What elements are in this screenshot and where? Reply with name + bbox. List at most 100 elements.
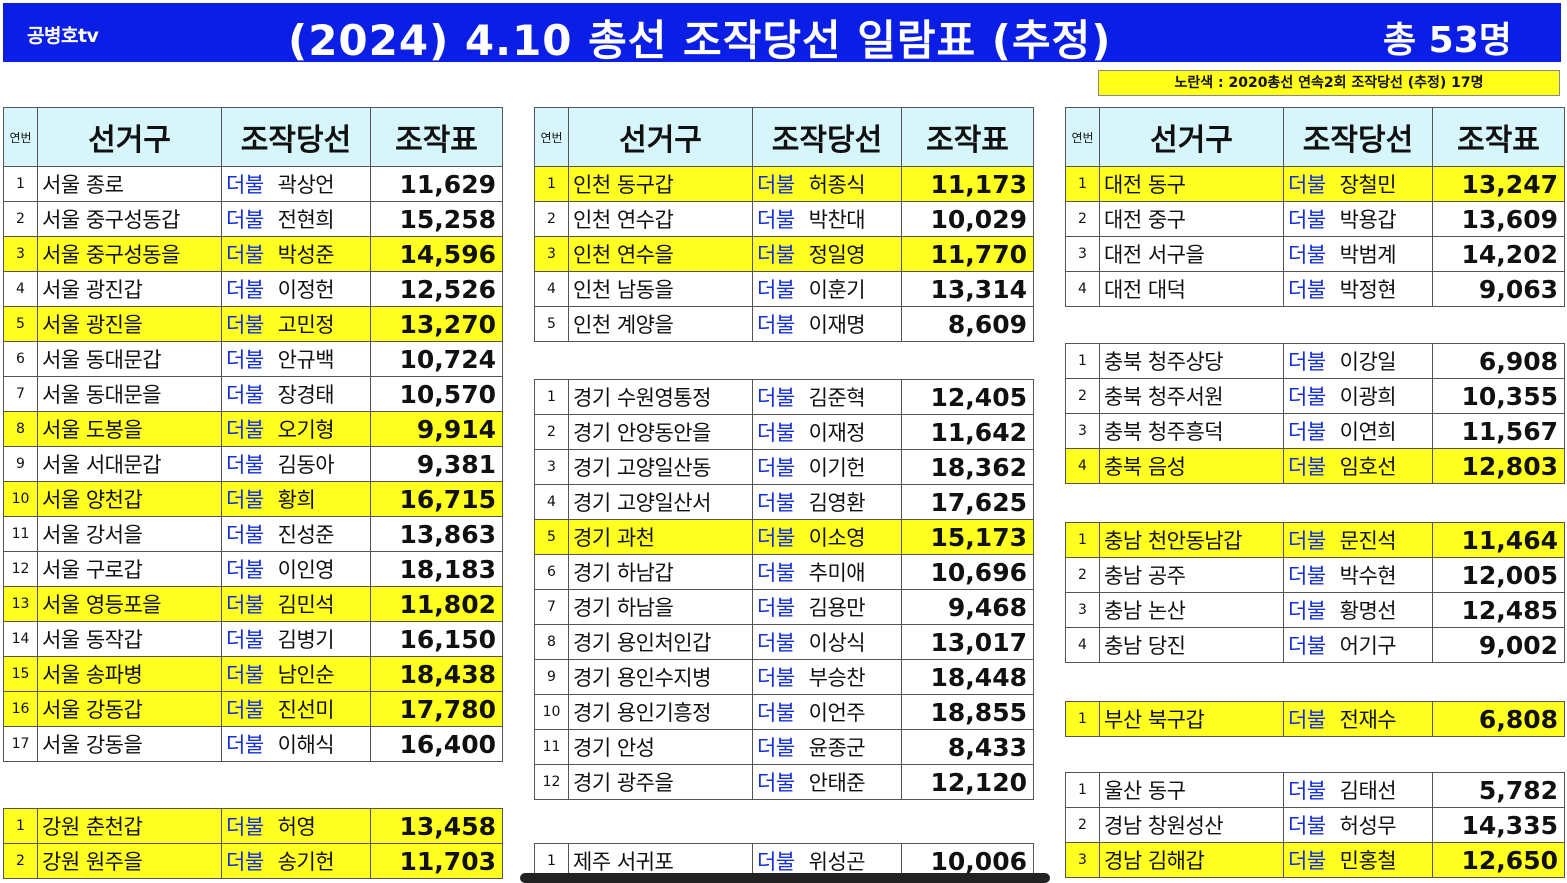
table-row: 7 서울 동대문을 더불 장경태 10,570 [3,376,503,412]
candidate-cell: 더불 남인순 [221,656,371,692]
candidate-cell: 더불 김민석 [221,586,371,622]
candidate-name: 이광희 [1339,385,1397,409]
table-row: 2 대전 중구 더불 박용갑 13,609 [1065,201,1565,237]
party-label: 더불 [226,383,264,407]
row-number: 8 [534,624,569,660]
vote-count: 17,625 [901,484,1034,520]
candidate-name: 김병기 [277,628,335,652]
row-number: 10 [3,481,38,517]
candidate-name: 전현희 [277,208,335,232]
district-name: 경기 하남을 [568,589,753,625]
title-banner: 공병호tv (2024) 4.10 총선 조작당선 일람표 (추정) 총 53명 [3,3,1561,65]
party-label: 더불 [226,348,264,372]
district-name: 경기 과천 [568,519,753,555]
district-name: 경기 고양일산동 [568,449,753,485]
candidate-name: 이언주 [808,701,866,725]
row-number: 4 [3,271,38,307]
candidate-name: 이훈기 [808,278,866,302]
district-name: 인천 남동을 [568,271,753,307]
vote-count: 10,570 [370,376,503,412]
candidate-name: 윤종군 [808,736,866,760]
row-number: 13 [3,586,38,622]
table-row: 11 경기 안성 더불 윤종군 8,433 [534,729,1034,765]
row-number: 14 [3,621,38,657]
vote-count: 14,596 [370,236,503,272]
candidate-name: 이연희 [1339,420,1397,444]
party-label: 더불 [1288,779,1326,803]
candidate-cell: 더불 이인영 [221,551,371,587]
party-label: 더불 [757,771,795,795]
district-name: 부산 북구갑 [1099,701,1284,737]
candidate-cell: 더불 안규백 [221,341,371,377]
candidate-cell: 더불 송기헌 [221,843,371,879]
party-label: 더불 [757,666,795,690]
candidate-name: 송기헌 [277,850,335,874]
row-number: 2 [3,201,38,237]
candidate-name: 안규백 [277,348,335,372]
candidate-cell: 더불 어기구 [1283,627,1433,663]
district-name: 경기 용인처인갑 [568,624,753,660]
party-label: 더불 [757,631,795,655]
district-name: 서울 강서을 [37,516,222,552]
vote-count: 15,173 [901,519,1034,555]
table-incheon: 연번 선거구 조작당선 조작표 1 인천 동구갑 더불 허종식 11,173 2 인천 연수갑 더불 박… [534,107,1034,342]
candidate-cell: 더불 김영환 [752,484,902,520]
column-header-candidate: 조작당선 [221,107,371,167]
vote-count: 12,526 [370,271,503,307]
candidate-cell: 더불 전재수 [1283,701,1433,737]
row-number: 5 [3,306,38,342]
row-number: 16 [3,691,38,727]
district-name: 서울 송파병 [37,656,222,692]
row-number: 9 [534,659,569,695]
candidate-cell: 더불 진선미 [221,691,371,727]
candidate-name: 고민정 [277,313,335,337]
table-row: 1 울산 동구 더불 김태선 5,782 [1065,772,1565,808]
candidate-cell: 더불 김동아 [221,446,371,482]
candidate-cell: 더불 김병기 [221,621,371,657]
vote-count: 18,855 [901,694,1034,730]
party-label: 더불 [1288,420,1326,444]
table-row: 2 경남 창원성산 더불 허성무 14,335 [1065,807,1565,843]
candidate-name: 장철민 [1339,173,1397,197]
candidate-cell: 더불 안태준 [752,764,902,800]
party-label: 더불 [226,278,264,302]
table-row: 6 경기 하남갑 더불 추미애 10,696 [534,554,1034,590]
candidate-cell: 더불 정일영 [752,236,902,272]
row-number: 3 [3,236,38,272]
candidate-name: 안태준 [808,771,866,795]
row-number: 1 [1065,522,1100,558]
column-header-votes: 조작표 [370,107,503,167]
row-number: 11 [3,516,38,552]
candidate-cell: 더불 김준혁 [752,379,902,415]
candidate-cell: 더불 고민정 [221,306,371,342]
candidate-cell: 더불 박정현 [1283,271,1433,307]
table-row: 1 경기 수원영통정 더불 김준혁 12,405 [534,379,1034,415]
row-number: 2 [1065,378,1100,414]
candidate-name: 이인영 [277,558,335,582]
row-number: 3 [534,449,569,485]
candidate-name: 황희 [277,488,316,512]
channel-name: 공병호tv [27,25,99,47]
row-number: 7 [534,589,569,625]
header-row: 연번 선거구 조작당선 조작표 [534,107,1034,167]
column-header-votes: 조작표 [1432,107,1565,167]
party-label: 더불 [1288,634,1326,658]
vote-count: 9,002 [1432,627,1565,663]
party-label: 더불 [757,596,795,620]
candidate-name: 허종식 [808,173,866,197]
table-row: 4 충북 음성 더불 임호선 12,803 [1065,448,1565,484]
candidate-cell: 더불 진성준 [221,516,371,552]
candidate-cell: 더불 민홍철 [1283,842,1433,878]
vote-count: 15,258 [370,201,503,237]
district-name: 서울 양천갑 [37,481,222,517]
row-number: 8 [3,411,38,447]
vote-count: 13,458 [370,808,503,844]
horizontal-scrollbar[interactable] [520,873,1050,883]
candidate-cell: 더불 박찬대 [752,201,902,237]
candidate-name: 김민석 [277,593,335,617]
row-number: 1 [534,166,569,202]
total-count: 총 53명 [1383,20,1512,61]
row-number: 9 [3,446,38,482]
district-name: 경기 수원영통정 [568,379,753,415]
candidate-name: 이재정 [808,421,866,445]
